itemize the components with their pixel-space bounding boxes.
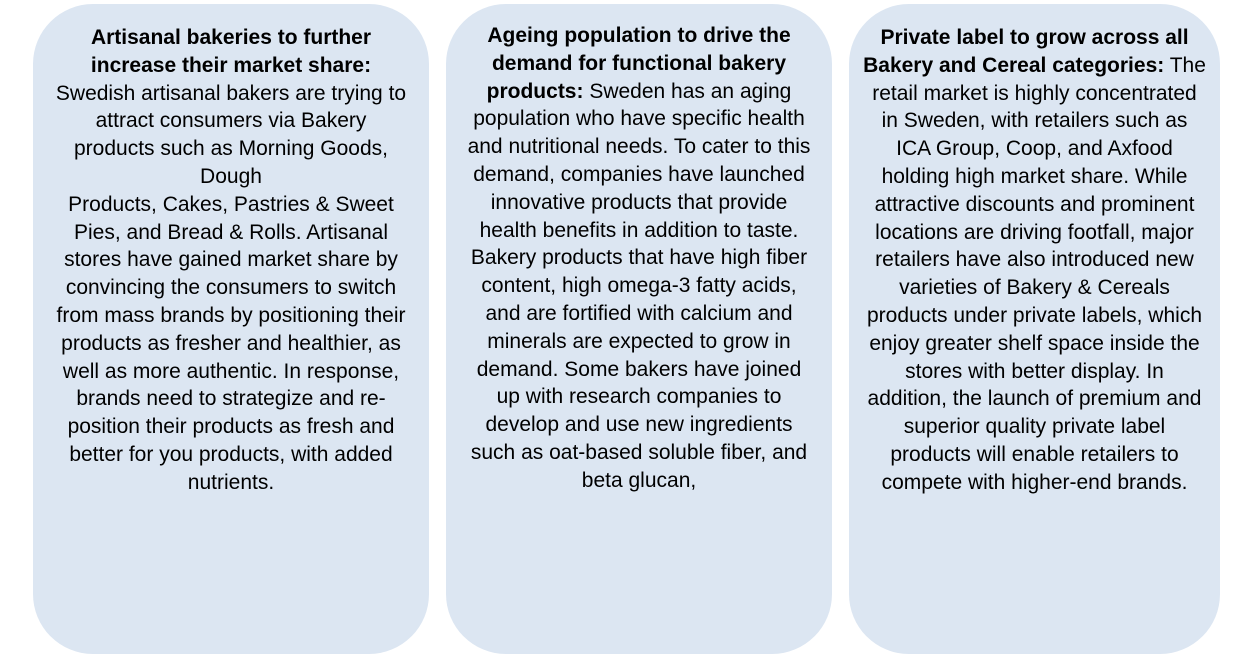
card-text: Private label to grow across all Bakery … — [863, 24, 1206, 497]
card-ageing-population: Ageing population to drive the demand fo… — [446, 4, 832, 654]
card-artisanal-bakeries: Artisanal bakeries to further increase t… — [33, 4, 429, 654]
card-private-label: Private label to grow across all Bakery … — [849, 4, 1220, 654]
card-heading: Artisanal bakeries to further increase t… — [90, 26, 372, 77]
card-text: Ageing population to drive the demand fo… — [464, 22, 814, 495]
card-text: Artisanal bakeries to further increase t… — [55, 24, 407, 497]
card-body: Sweden has an aging population who have … — [467, 79, 811, 492]
card-body: The retail market is highly concentrated… — [866, 53, 1206, 494]
card-body-continued: Products, Cakes, Pastries & Sweet Pies, … — [56, 192, 406, 494]
card-heading: Private label to grow across all Bakery … — [863, 26, 1189, 77]
card-heading: Ageing population to drive the demand fo… — [486, 24, 791, 103]
card-body: Swedish artisanal bakers are trying to a… — [55, 81, 407, 188]
